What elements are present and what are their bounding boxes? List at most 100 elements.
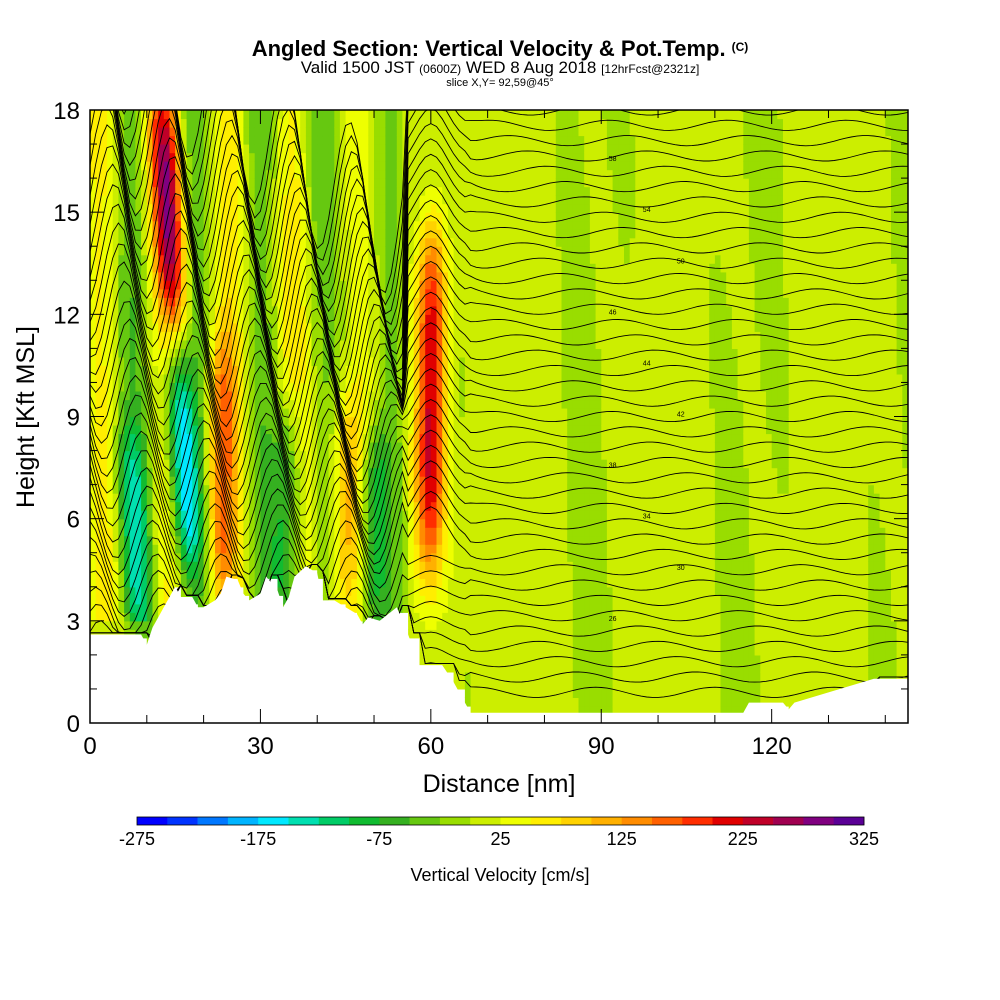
velocity-cell [232, 212, 239, 222]
velocity-cell [112, 586, 119, 596]
velocity-cell [521, 706, 528, 716]
velocity-cell [527, 501, 534, 511]
velocity-cell [447, 186, 455, 196]
velocity-cell [504, 688, 511, 698]
velocity-cell [215, 493, 222, 503]
velocity-cell [362, 254, 369, 264]
velocity-cell [374, 195, 381, 205]
velocity-cell [436, 654, 443, 664]
velocity-cell [95, 578, 102, 588]
velocity-cell [112, 169, 119, 179]
velocity-cell [180, 331, 188, 341]
velocity-cell [436, 527, 443, 537]
velocity-cell [271, 229, 279, 239]
velocity-cell [339, 305, 347, 315]
velocity-cell [226, 467, 233, 477]
velocity-cell [516, 305, 523, 315]
velocity-cell [209, 271, 216, 281]
velocity-cell [197, 339, 205, 349]
velocity-cell [493, 433, 500, 443]
velocity-cell [163, 382, 171, 392]
velocity-cell [300, 493, 307, 503]
velocity-cell [379, 373, 386, 383]
velocity-cell [374, 527, 381, 537]
velocity-cell [447, 654, 455, 664]
velocity-cell [385, 603, 392, 613]
velocity-cell [396, 263, 404, 273]
velocity-cell [368, 339, 375, 349]
velocity-cell [271, 297, 279, 307]
velocity-cell [516, 127, 523, 137]
velocity-cell [413, 467, 421, 477]
velocity-cell [260, 127, 267, 137]
velocity-cell [521, 373, 528, 383]
velocity-cell [521, 297, 528, 307]
velocity-cell [453, 237, 460, 247]
velocity-cell [192, 561, 199, 571]
velocity-cell [374, 373, 381, 383]
velocity-cell [90, 459, 97, 469]
velocity-cell [220, 246, 227, 256]
velocity-cell [368, 271, 375, 281]
velocity-cell [107, 391, 114, 401]
velocity-cell [487, 195, 494, 205]
velocity-cell [129, 118, 137, 128]
velocity-cell [95, 254, 102, 264]
velocity-cell [425, 450, 432, 460]
velocity-cell [476, 161, 483, 171]
velocity-cell [408, 127, 415, 137]
velocity-cell [351, 561, 358, 571]
velocity-cell [453, 373, 460, 383]
velocity-cell [169, 356, 176, 366]
velocity-cell [249, 271, 256, 281]
velocity-cell [226, 510, 233, 520]
velocity-cell [152, 552, 159, 562]
velocity-cell [396, 254, 404, 264]
velocity-cell [90, 178, 97, 188]
velocity-cell [408, 629, 415, 639]
velocity-cell [192, 459, 199, 469]
velocity-cell [482, 501, 489, 511]
velocity-cell [107, 135, 114, 145]
velocity-cell [510, 297, 517, 307]
velocity-cell [379, 433, 386, 443]
velocity-cell [516, 629, 523, 639]
velocity-cell [249, 263, 256, 273]
velocity-cell [203, 544, 210, 554]
velocity-cell [538, 552, 546, 562]
velocity-cell [141, 586, 148, 596]
velocity-cell [413, 186, 421, 196]
velocity-cell [192, 152, 199, 162]
velocity-cell [442, 578, 449, 588]
velocity-cell [351, 408, 358, 418]
velocity-cell [504, 654, 511, 664]
velocity-cell [493, 467, 500, 477]
velocity-cell [197, 510, 205, 520]
velocity-cell [180, 408, 188, 418]
velocity-cell [294, 425, 301, 435]
velocity-cell [521, 663, 528, 673]
velocity-cell [442, 220, 449, 230]
velocity-cell [345, 510, 352, 520]
velocity-cell [243, 416, 250, 426]
velocity-cell [527, 535, 534, 545]
velocity-cell [396, 569, 404, 579]
velocity-cell [226, 237, 233, 247]
velocity-cell [493, 663, 500, 673]
velocity-cell [249, 348, 256, 358]
velocity-cell [215, 135, 222, 145]
velocity-cell [396, 544, 404, 554]
velocity-cell [107, 127, 114, 137]
velocity-cell [430, 186, 438, 196]
velocity-cell [277, 493, 284, 503]
velocity-cell [254, 578, 261, 588]
velocity-cell [499, 356, 506, 366]
velocity-cell [95, 127, 102, 137]
velocity-cell [146, 493, 154, 503]
velocity-cell [470, 416, 477, 426]
velocity-cell [516, 339, 523, 349]
velocity-cell [271, 263, 279, 273]
velocity-cell [374, 178, 381, 188]
velocity-cell [453, 314, 460, 324]
velocity-cell [260, 459, 267, 469]
